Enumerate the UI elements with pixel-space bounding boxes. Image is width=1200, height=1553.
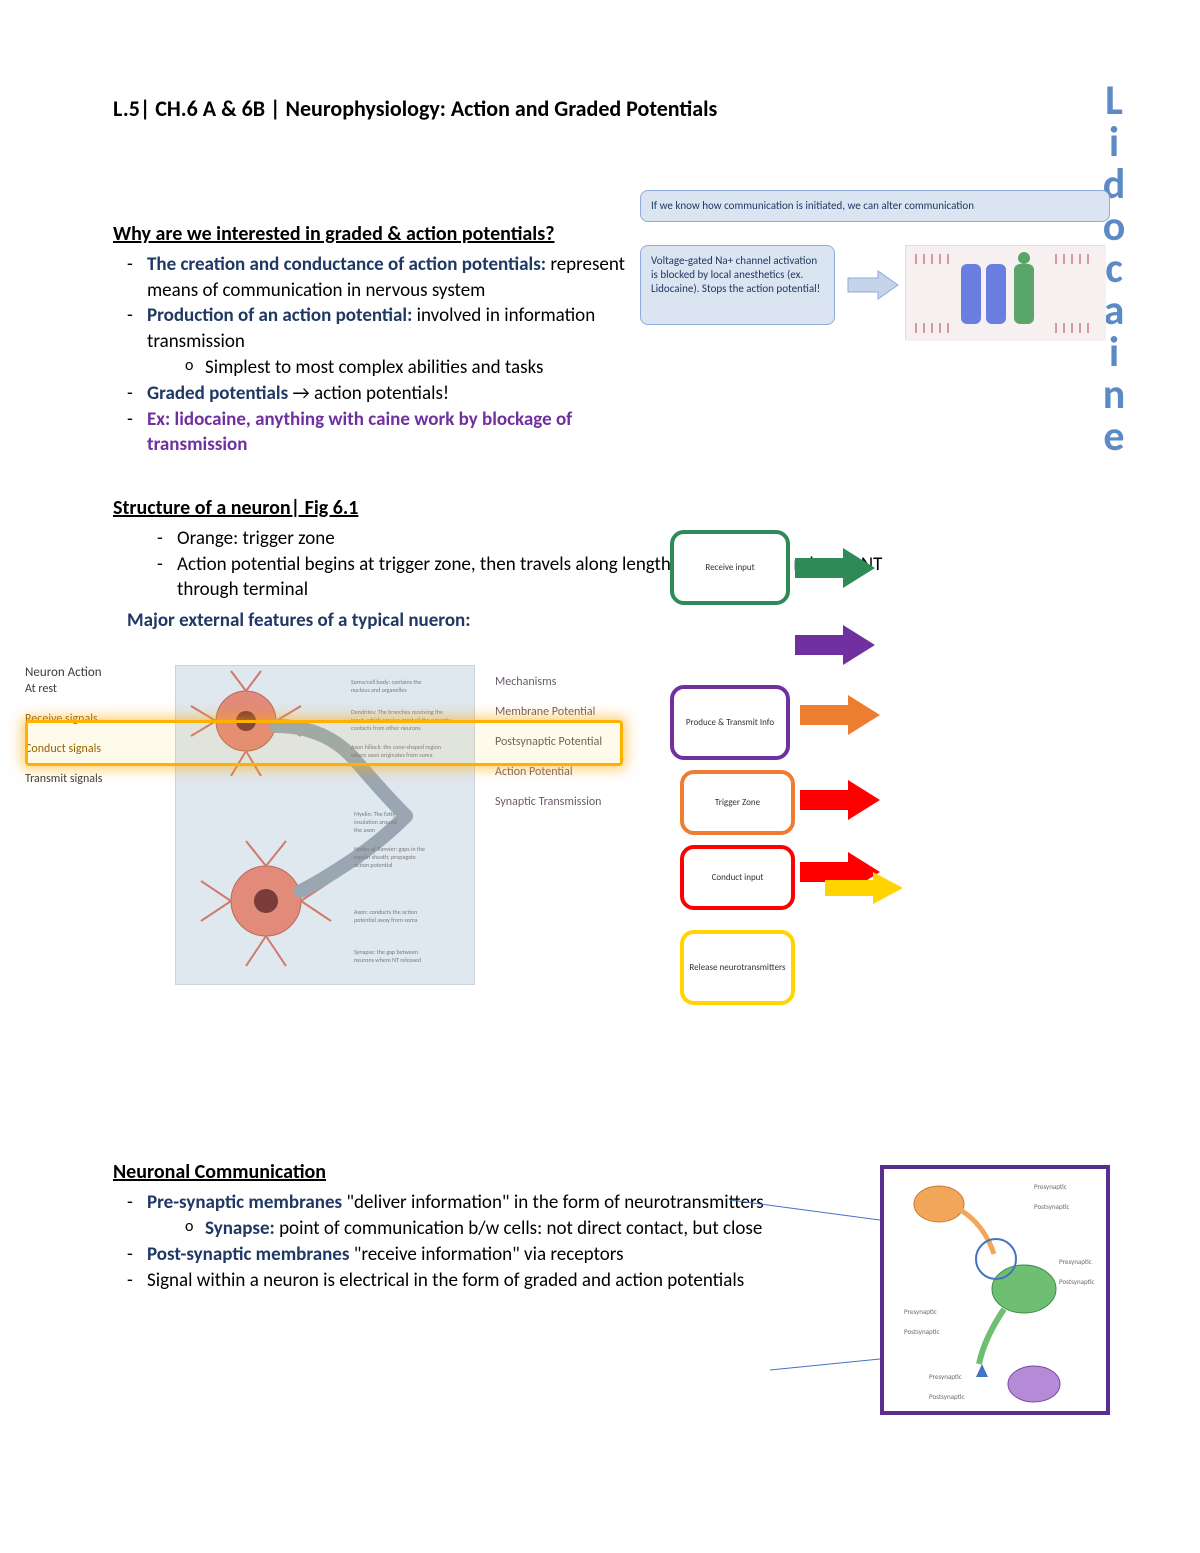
arrow-purple-side — [795, 625, 880, 669]
syn-label: Postsynaptic — [1034, 1202, 1070, 1211]
syn-label: Presynaptic — [929, 1372, 962, 1381]
svg-text:Myelin: The fatty: Myelin: The fatty — [354, 810, 395, 818]
syn-label: Postsynaptic — [904, 1327, 940, 1336]
page-title: L.5| CH.6 A & 6B | Neurophysiology: Acti… — [113, 95, 1090, 122]
svg-text:Dendrites: The branches receiv: Dendrites: The branches receiving the — [351, 708, 443, 716]
section-neuronal-communication: Neuronal Communication Pre-synaptic memb… — [113, 1160, 853, 1294]
flow-box-green: Receive input — [670, 530, 790, 605]
svg-text:Soma/cell body: contains the: Soma/cell body: contains the — [351, 678, 422, 686]
svg-text:Synapse: the gap between: Synapse: the gap between — [354, 948, 418, 956]
section1-heading: Why are we interested in graded & action… — [113, 222, 1090, 246]
s3-item-2: Post-synaptic membranes "receive informa… — [113, 1242, 853, 1268]
svg-text:the axon: the axon — [354, 826, 375, 834]
fig-left-labels: Neuron Action At rest Receive signals Co… — [25, 665, 170, 802]
synapse-figure: Presynaptic Postsynaptic Presynaptic Pos… — [880, 1165, 1110, 1415]
s3-item-1-sub: Synapse: point of communication b/w cell… — [147, 1216, 853, 1243]
s1-item-2: Production of an action potential: invol… — [113, 303, 673, 381]
svg-text:where axon originates from som: where axon originates from soma — [351, 751, 433, 759]
section2-heading: Structure of a neuron| Fig 6.1 — [113, 496, 1090, 520]
syn-label: Presynaptic — [904, 1307, 937, 1316]
section-why-interested: Why are we interested in graded & action… — [113, 222, 1090, 458]
s1-item-2-sub: Simplest to most complex abilities and t… — [147, 355, 673, 382]
section3-heading: Neuronal Communication — [113, 1160, 853, 1184]
svg-text:myelin sheath; propagate: myelin sheath; propagate — [354, 853, 416, 861]
svg-text:neurons where NT released: neurons where NT released — [354, 956, 421, 964]
neuron-illustration: Soma/cell body: contains the nucleus and… — [175, 665, 475, 985]
s1-item-1: The creation and conductance of action p… — [113, 252, 673, 303]
syn-label: Postsynaptic — [1059, 1277, 1095, 1286]
svg-text:input, which receive most of t: input, which receive most of the synapti… — [351, 716, 451, 724]
svg-text:Axon: conducts the action: Axon: conducts the action — [354, 908, 417, 916]
fig-mid-labels: Mechanisms Membrane Potential Postsynapt… — [495, 675, 645, 825]
s1-item-3: Graded potentials → action potentials! — [113, 381, 673, 407]
svg-text:contacts from other neurons: contacts from other neurons — [351, 724, 421, 732]
s1-item-4: Ex: lidocaine, anything with caine work … — [113, 407, 673, 458]
svg-text:Axon hillock: the cone-shaped: Axon hillock: the cone-shaped region — [351, 743, 441, 751]
svg-text:potential away from soma: potential away from soma — [354, 916, 418, 924]
neuron-figure: Neuron Action At rest Receive signals Co… — [25, 665, 995, 995]
syn-label: Presynaptic — [1034, 1182, 1067, 1191]
s3-item-1: Pre-synaptic membranes "deliver informat… — [113, 1190, 853, 1242]
svg-text:action potential: action potential — [354, 861, 392, 869]
arrow-green — [795, 548, 880, 592]
syn-label: Postsynaptic — [929, 1392, 965, 1401]
s3-item-3: Signal within a neuron is electrical in … — [113, 1268, 853, 1294]
syn-label: Presynaptic — [1059, 1257, 1092, 1266]
svg-text:nucleus and organelles: nucleus and organelles — [351, 686, 407, 694]
callout-top: If we know how communication is initiate… — [640, 190, 1110, 222]
svg-text:Nodes of Ranvier: gaps in the: Nodes of Ranvier: gaps in the — [354, 845, 425, 853]
svg-text:insulation around: insulation around — [354, 818, 397, 826]
